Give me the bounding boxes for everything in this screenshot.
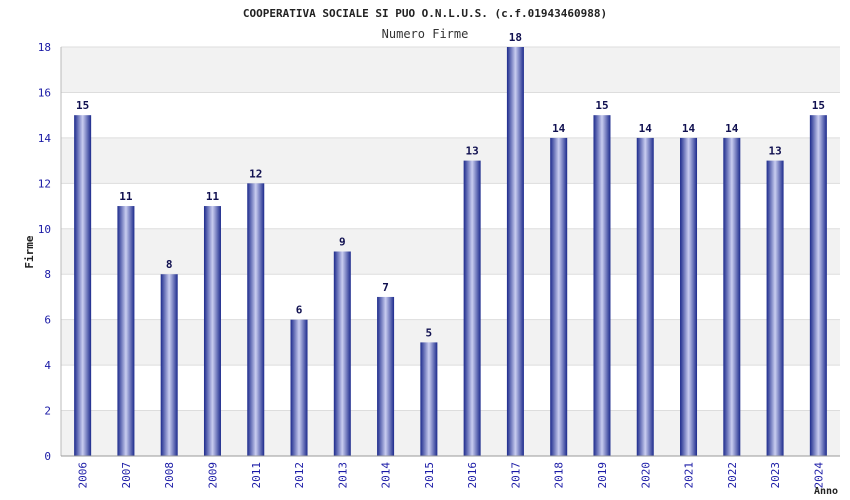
y-tick-label: 8	[44, 268, 51, 281]
data-label: 18	[509, 31, 522, 44]
data-label: 8	[166, 258, 173, 271]
grid-lines	[61, 46, 840, 457]
bars	[74, 47, 827, 457]
grid-band	[61, 47, 840, 93]
x-tick-label: 2006	[77, 462, 90, 489]
x-tick-label: 2018	[553, 462, 566, 489]
bar	[550, 137, 568, 456]
data-label: 6	[296, 304, 303, 317]
y-tick-label: 4	[44, 359, 51, 372]
data-label: 13	[466, 145, 479, 158]
x-tick-label: 2020	[639, 462, 652, 489]
bar	[636, 137, 654, 456]
x-tick-label: 2007	[120, 462, 133, 489]
x-tick-label: 2017	[509, 462, 522, 489]
data-label: 14	[639, 122, 653, 135]
x-axis-label: Anno	[814, 486, 838, 497]
data-label: 11	[206, 190, 220, 203]
bar	[680, 137, 698, 456]
grid-band	[61, 319, 840, 366]
y-tick-label: 14	[38, 132, 52, 145]
bar	[74, 115, 92, 457]
x-tick-label: 2014	[380, 462, 393, 489]
bar	[333, 251, 351, 456]
data-label: 12	[249, 167, 262, 180]
bar	[506, 47, 524, 456]
x-tick-label: 2023	[769, 462, 782, 489]
grid-band	[61, 410, 840, 456]
x-tick-label: 2016	[466, 462, 479, 489]
bar	[247, 183, 265, 457]
x-tick-label: 2013	[336, 462, 349, 489]
data-label: 15	[595, 99, 608, 112]
x-tick-label: 2011	[250, 462, 263, 489]
bar	[203, 206, 221, 456]
bar	[290, 319, 308, 456]
data-label: 14	[552, 122, 566, 135]
x-tick-label: 2024	[812, 462, 825, 489]
bar	[463, 160, 481, 456]
y-tick-label: 10	[38, 223, 51, 236]
data-label: 7	[382, 281, 389, 294]
bar	[160, 274, 178, 456]
data-label: 11	[119, 190, 133, 203]
y-axis-ticks: 0 2 4 6 8 10 12 14 16 18	[38, 41, 52, 463]
data-label: 9	[339, 236, 346, 249]
y-tick-label: 0	[44, 450, 51, 463]
grid-band	[61, 137, 840, 184]
data-label: 14	[725, 122, 739, 135]
x-tick-label: 2021	[683, 462, 696, 489]
bar	[723, 137, 741, 456]
data-label: 14	[682, 122, 696, 135]
data-labels: 15 11 8 11 12 6 9 7 5 13 18 14 15 14 14 14 13 15	[76, 31, 825, 339]
chart-title: COOPERATIVA SOCIALE SI PUO O.N.L.U.S. (c…	[243, 7, 607, 20]
y-tick-label: 12	[38, 177, 51, 190]
grid-bands	[61, 47, 840, 456]
y-tick-label: 18	[38, 41, 51, 54]
bar	[809, 115, 827, 457]
data-label: 15	[812, 99, 825, 112]
bar	[420, 342, 438, 456]
x-tick-label: 2009	[206, 462, 219, 489]
x-tick-label: 2019	[596, 462, 609, 489]
data-label: 5	[426, 326, 433, 339]
x-tick-label: 2008	[163, 462, 176, 489]
bar	[593, 115, 611, 457]
y-tick-label: 6	[44, 314, 51, 327]
y-tick-label: 2	[44, 405, 51, 418]
chart-subtitle: Numero Firme	[382, 27, 469, 41]
y-tick-label: 16	[38, 86, 51, 99]
x-tick-label: 2012	[293, 462, 306, 489]
data-label: 15	[76, 99, 89, 112]
x-tick-label: 2022	[726, 462, 739, 489]
x-tick-label: 2015	[423, 462, 436, 489]
x-axis-ticks: 2006 2007 2008 2009 2011 2012 2013 2014 2015 2016…	[77, 462, 826, 489]
grid-band	[61, 228, 840, 275]
bar	[766, 160, 784, 456]
y-axis-label: Firme	[23, 235, 36, 268]
bar	[377, 296, 395, 456]
data-label: 13	[768, 145, 781, 158]
bar	[117, 206, 135, 456]
